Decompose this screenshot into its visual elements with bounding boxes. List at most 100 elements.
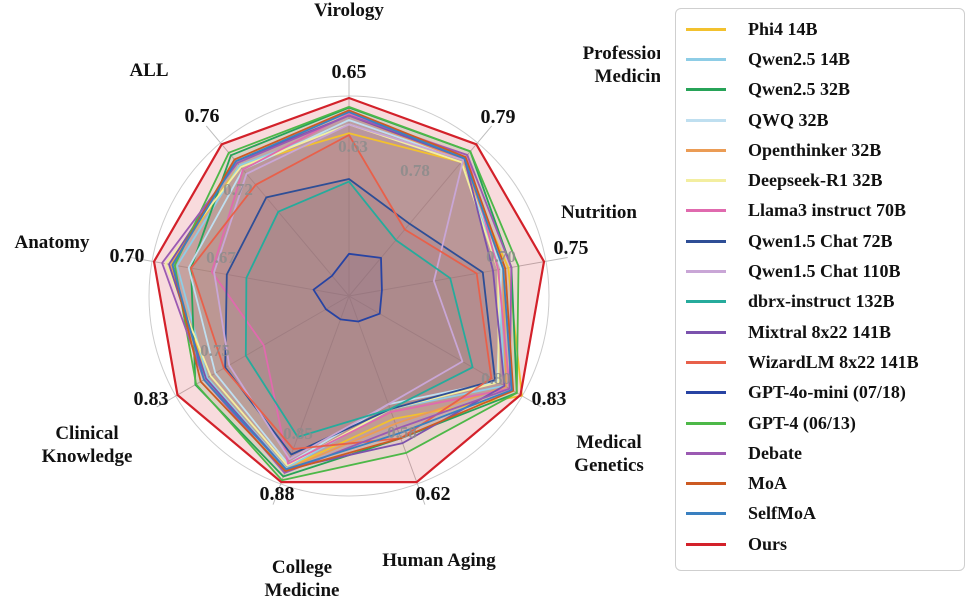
radar-chart: Virology 0.65 0.63 ProfessionalMedicine 0.79… — [15, 0, 660, 601]
series-fill-gpt-4o-mini-07-18- — [313, 253, 382, 322]
legend-item: GPT-4 (06/13) — [686, 408, 964, 438]
series-line-wizardlm-8x22-141b — [190, 134, 493, 450]
axis-spoke — [205, 125, 350, 297]
axis-spoke — [348, 295, 426, 505]
legend-item: SelfMoA — [686, 499, 964, 529]
axis-max-label: 0.83 — [532, 388, 567, 410]
legend-item: Deepseek-R1 32B — [686, 165, 964, 195]
legend-item: Phi4 14B — [686, 14, 964, 44]
series-fill-openthinker-32b — [171, 115, 507, 470]
legend-label: Deepseek-R1 32B — [748, 170, 883, 191]
series-fill-deepseek-r1-32b — [165, 124, 499, 466]
legend-item: Debate — [686, 438, 964, 468]
legend-item: WizardLM 8x22 141B — [686, 347, 964, 377]
axis-name: Clinical Knowledge — [42, 423, 133, 467]
axis-max-label: 0.83 — [134, 388, 169, 410]
axis-name: ALL — [129, 60, 168, 81]
legend-swatch — [686, 391, 726, 395]
axis-inner-label: 0.85 — [283, 424, 313, 443]
legend-swatch — [686, 512, 726, 516]
legend-item: dbrx-instruct 132B — [686, 287, 964, 317]
axis-inner-label: 0.63 — [338, 137, 368, 156]
legend-swatch — [686, 88, 726, 92]
legend-label: Phi4 14B — [748, 18, 818, 39]
series-fill-qwq-32b — [188, 120, 502, 464]
legend-swatch — [686, 118, 726, 122]
legend-item: MoA — [686, 468, 964, 498]
legend-swatch — [686, 300, 726, 304]
legend-label: Debate — [748, 442, 802, 463]
series-line-qwen1-5-chat-72b — [224, 178, 497, 456]
axis-inner-label: 0.70 — [486, 247, 516, 266]
axis-name: Virology — [314, 0, 384, 21]
legend: Phi4 14B Qwen2.5 14B Qwen2.5 32B QWQ 32B Ope… — [675, 8, 965, 571]
legend-swatch — [686, 239, 726, 243]
axis-max-label: 0.65 — [332, 61, 367, 83]
series-fill-ours — [154, 98, 544, 483]
axis-inner-label: 0.78 — [400, 161, 430, 180]
legend-label: WizardLM 8x22 141B — [748, 351, 919, 372]
legend-swatch — [686, 482, 726, 486]
series-fill-selfmoa — [172, 112, 512, 470]
legend-label: Qwen2.5 32B — [748, 79, 851, 100]
series-fill-qwen1-5-chat-110b — [214, 124, 464, 460]
legend-label: Ours — [748, 533, 788, 554]
legend-item: Ours — [686, 529, 964, 559]
axis-labels: Virology 0.65 0.63 ProfessionalMedicine 0.79… — [15, 0, 660, 601]
axis-name: College Medicine — [265, 557, 340, 601]
axis-inner-label: 0.75 — [200, 341, 230, 360]
series-lines — [152, 96, 546, 484]
legend-item: GPT-4o-mini (07/18) — [686, 378, 964, 408]
legend-swatch — [686, 360, 726, 364]
legend-swatch — [686, 270, 726, 274]
axis-max-label: 0.76 — [185, 105, 220, 127]
legend-item: Qwen2.5 14B — [686, 44, 964, 74]
axis-max-label: 0.75 — [554, 237, 589, 259]
legend-label: Mixtral 8x22 141B — [748, 321, 891, 342]
legend-label: GPT-4o-mini (07/18) — [748, 382, 906, 403]
legend-swatch — [686, 27, 726, 31]
series-fill-phi4-14b — [170, 133, 522, 469]
legend-label: Openthinker 32B — [748, 139, 882, 160]
axis-max-label: 0.79 — [481, 106, 516, 128]
axis-max-label: 0.62 — [416, 483, 451, 505]
series-line-selfmoa — [171, 111, 513, 471]
legend-item: Openthinker 32B — [686, 135, 964, 165]
series-fill-mixtral-8x22-141b — [169, 115, 505, 470]
legend-label: Qwen1.5 Chat 72B — [748, 230, 893, 251]
series-fill-wizardlm-8x22-141b — [191, 135, 492, 449]
axis-inner-label: 0.72 — [223, 180, 253, 199]
legend-label: SelfMoA — [748, 503, 816, 524]
legend-swatch — [686, 179, 726, 183]
axis-name: Medical Genetics — [574, 432, 644, 476]
legend-label: Qwen2.5 14B — [748, 48, 851, 69]
series-line-qwen1-5-chat-110b — [213, 123, 465, 461]
legend-label: QWQ 32B — [748, 109, 829, 130]
legend-swatch — [686, 330, 726, 334]
series-fill-dbrx-instruct-132b — [245, 181, 473, 437]
legend-swatch — [686, 542, 726, 546]
legend-swatch — [686, 209, 726, 213]
legend-label: Llama3 instruct 70B — [748, 200, 907, 221]
series-line-dbrx-instruct-132b — [244, 180, 474, 438]
axis-inner-label: 0.58 — [387, 423, 417, 442]
axis-spoke — [348, 256, 568, 297]
legend-item: QWQ 32B — [686, 105, 964, 135]
legend-label: dbrx-instruct 132B — [748, 291, 895, 312]
legend-swatch — [686, 421, 726, 425]
series-line-moa — [171, 109, 515, 472]
axis-spoke — [130, 256, 350, 297]
axis-inner-label: 0.80 — [481, 369, 511, 388]
legend-label: Qwen1.5 Chat 110B — [748, 261, 901, 282]
legend-item: Llama3 instruct 70B — [686, 196, 964, 226]
series-fill-qwen1-5-chat-72b — [225, 179, 496, 455]
axis-max-label: 0.88 — [260, 483, 295, 505]
legend-item: Qwen2.5 32B — [686, 75, 964, 105]
legend-label: GPT-4 (06/13) — [748, 412, 856, 433]
axis-name: ProfessionalMedicine — [583, 43, 660, 87]
axis-spoke — [348, 125, 493, 297]
axis-spoke — [156, 295, 350, 408]
legend-swatch — [686, 451, 726, 455]
axis-name: Nutrition — [561, 202, 637, 223]
legend-item: Qwen1.5 Chat 110B — [686, 256, 964, 286]
